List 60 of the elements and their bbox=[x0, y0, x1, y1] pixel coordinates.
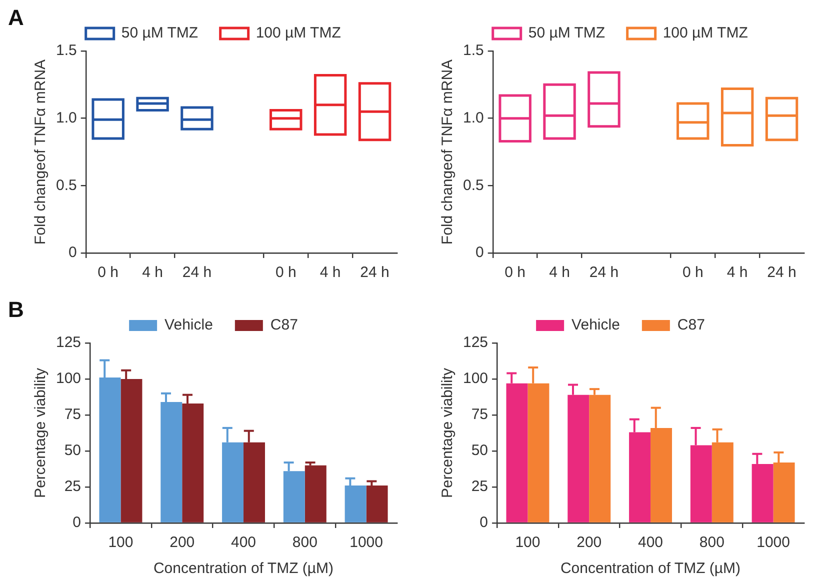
y-tick-label: 125 bbox=[462, 334, 488, 352]
y-tick-label: 0 bbox=[68, 244, 77, 262]
legend-label: 50 µM TMZ bbox=[528, 24, 606, 42]
y-tick-label: 0 bbox=[480, 514, 488, 532]
y-axis-title: Percentage viability bbox=[32, 367, 50, 498]
y-tick-label: 125 bbox=[56, 334, 82, 352]
y-tick-label: 25 bbox=[64, 478, 82, 496]
x-tick-label: 100 bbox=[515, 534, 540, 552]
legend-label: 100 µM TMZ bbox=[662, 24, 748, 42]
x-tick-label: 200 bbox=[170, 534, 195, 552]
x-tick-label: 4 h bbox=[549, 264, 570, 282]
y-axis-title: Percentage viability bbox=[439, 367, 456, 498]
y-tick-label: 1.5 bbox=[462, 42, 484, 60]
x-tick-label: 800 bbox=[292, 534, 318, 552]
x-tick-label: 24 h bbox=[360, 264, 390, 282]
y-tick-label: 0 bbox=[476, 244, 484, 262]
legend-label: C87 bbox=[677, 316, 705, 334]
x-tick-label: 400 bbox=[638, 534, 664, 552]
x-tick-label: 400 bbox=[231, 534, 256, 552]
x-tick-label: 1000 bbox=[756, 534, 790, 552]
y-tick-label: 0 bbox=[72, 514, 82, 532]
x-tick-label: 4 h bbox=[142, 264, 163, 282]
x-tick-label: 0 h bbox=[275, 264, 296, 282]
y-axis-title: Fold changeof TNFα mRNA bbox=[439, 59, 456, 245]
legend-label: C87 bbox=[270, 316, 298, 334]
y-tick-label: 0.5 bbox=[56, 176, 77, 194]
x-tick-label: 24 h bbox=[767, 264, 796, 282]
y-tick-label: 1.5 bbox=[56, 42, 77, 60]
x-tick-label: 4 h bbox=[320, 264, 341, 282]
x-axis-title: Concentration of TMZ (µM) bbox=[153, 560, 334, 578]
x-tick-label: 24 h bbox=[182, 264, 212, 282]
text: A bbox=[8, 5, 24, 30]
y-tick-label: 50 bbox=[471, 442, 488, 460]
x-tick-label: 0 h bbox=[98, 264, 119, 282]
y-tick-label: 100 bbox=[462, 370, 488, 388]
x-tick-label: 0 h bbox=[682, 264, 704, 282]
legend-label: Vehicle bbox=[164, 316, 213, 334]
x-tick-label: 24 h bbox=[589, 264, 619, 282]
legend-label: 50 µM TMZ bbox=[121, 24, 198, 42]
x-tick-label: 0 h bbox=[504, 264, 526, 282]
x-tick-label: 100 bbox=[108, 534, 134, 552]
legend-label: Vehicle bbox=[572, 316, 620, 334]
x-axis-title: Concentration of TMZ (µM) bbox=[560, 560, 741, 578]
y-tick-label: 100 bbox=[56, 370, 82, 388]
legend-label: 100 µM TMZ bbox=[256, 24, 341, 42]
x-tick-label: 800 bbox=[699, 534, 724, 552]
y-tick-label: 75 bbox=[471, 406, 488, 424]
y-axis-title: Fold changeof TNFα mRNA bbox=[32, 59, 50, 245]
y-tick-label: 25 bbox=[471, 478, 488, 496]
bar bbox=[366, 486, 388, 522]
bar bbox=[304, 465, 326, 522]
x-tick-label: 200 bbox=[576, 534, 602, 552]
y-tick-label: 1.0 bbox=[462, 109, 484, 126]
x-tick-label: 4 h bbox=[726, 264, 748, 282]
x-tick-label: 1000 bbox=[350, 534, 383, 552]
y-tick-label: 0.5 bbox=[462, 176, 484, 194]
y-tick-label: 1.0 bbox=[56, 109, 77, 126]
text: B bbox=[8, 297, 24, 322]
y-tick-label: 50 bbox=[64, 442, 82, 460]
y-tick-label: 75 bbox=[64, 406, 82, 424]
